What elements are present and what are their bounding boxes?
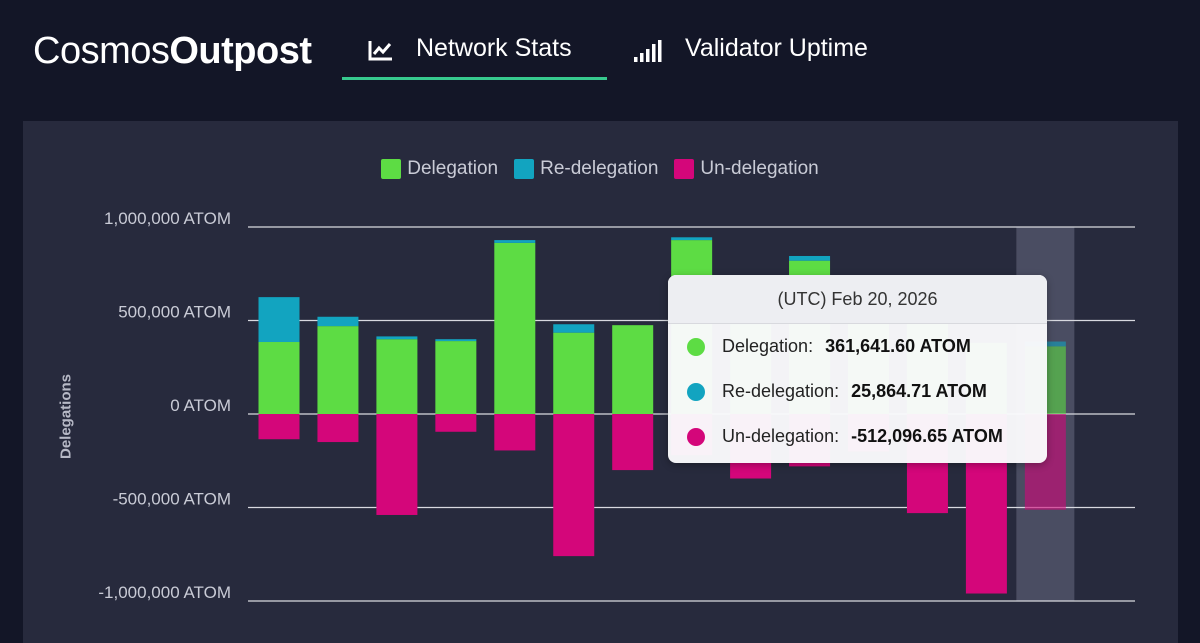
legend-swatch-redelegation xyxy=(514,159,535,179)
bar-redelegation[interactable] xyxy=(376,336,418,340)
tooltip-value-delegation: 361,641.60 ATOM xyxy=(825,336,971,356)
bar-undelegation[interactable] xyxy=(258,414,300,440)
signal-bars-icon xyxy=(634,40,662,62)
bar-undelegation[interactable] xyxy=(612,414,654,471)
legend-redelegation[interactable]: Re-delegation xyxy=(514,158,658,180)
y-tick-label: 0 ATOM xyxy=(170,396,231,415)
legend-delegation[interactable]: Delegation xyxy=(381,158,498,180)
bar-redelegation[interactable] xyxy=(435,339,477,342)
bar-delegation[interactable] xyxy=(553,332,595,414)
bar-redelegation[interactable] xyxy=(258,297,300,343)
tooltip-label-undelegation: Un-delegation: xyxy=(722,426,840,446)
tooltip-row-delegation: Delegation: 361,641.60 ATOM xyxy=(668,324,1047,369)
y-tick-label: 1,000,000 ATOM xyxy=(104,209,231,228)
line-chart-icon xyxy=(368,41,392,61)
tab-validator-uptime[interactable]: Validator Uptime xyxy=(633,34,868,80)
tooltip-value-redelegation: 25,864.71 ATOM xyxy=(851,381,987,401)
tooltip-dot-delegation xyxy=(687,337,705,356)
y-tick-label: -500,000 ATOM xyxy=(113,490,231,509)
tab-network-stats[interactable]: Network Stats xyxy=(342,34,607,80)
tooltip-label-redelegation: Re-delegation: xyxy=(722,381,840,401)
chart-tooltip: (UTC) Feb 20, 2026 Delegation: 361,641.6… xyxy=(668,275,1047,463)
bar-delegation[interactable] xyxy=(258,342,300,414)
bar-delegation[interactable] xyxy=(612,325,654,414)
top-nav: CosmosOutpost Network Stats Validator Up… xyxy=(0,0,1200,110)
chart-legend: Delegation Re-delegation Un-delegation xyxy=(0,158,1200,180)
legend-label-undelegation: Un-delegation xyxy=(700,158,819,179)
y-tick-label: -1,000,000 ATOM xyxy=(98,583,231,602)
bar-undelegation[interactable] xyxy=(376,414,418,515)
bar-undelegation[interactable] xyxy=(553,414,595,557)
legend-label-delegation: Delegation xyxy=(407,158,499,179)
bar-redelegation[interactable] xyxy=(789,255,831,261)
tooltip-row-redelegation: Re-delegation: 25,864.71 ATOM xyxy=(668,369,1047,414)
bar-undelegation[interactable] xyxy=(435,414,477,432)
brand-logo[interactable]: CosmosOutpost xyxy=(33,30,312,72)
bar-delegation[interactable] xyxy=(494,242,536,414)
tooltip-title: (UTC) Feb 20, 2026 xyxy=(668,275,1047,324)
bar-redelegation[interactable] xyxy=(553,324,595,333)
legend-swatch-delegation xyxy=(381,159,402,179)
bar-undelegation[interactable] xyxy=(494,414,536,451)
tooltip-dot-undelegation xyxy=(687,427,705,446)
tab-network-stats-label: Network Stats xyxy=(416,34,572,62)
tooltip-row-undelegation: Un-delegation: -512,096.65 ATOM xyxy=(668,414,1047,459)
legend-label-redelegation: Re-delegation xyxy=(540,158,659,179)
legend-undelegation[interactable]: Un-delegation xyxy=(674,158,819,180)
bar-delegation[interactable] xyxy=(317,326,359,414)
bar-redelegation[interactable] xyxy=(671,237,713,241)
tooltip-label-delegation: Delegation: xyxy=(722,336,814,356)
tooltip-dot-redelegation xyxy=(687,382,705,401)
bar-delegation[interactable] xyxy=(376,339,418,414)
y-tick-label: 500,000 ATOM xyxy=(118,303,231,322)
bar-delegation[interactable] xyxy=(435,341,477,414)
legend-swatch-undelegation xyxy=(674,159,695,179)
tooltip-value-undelegation: -512,096.65 ATOM xyxy=(851,426,1003,446)
bar-undelegation[interactable] xyxy=(317,414,359,443)
bar-redelegation[interactable] xyxy=(494,240,536,243)
tab-validator-uptime-label: Validator Uptime xyxy=(685,34,868,62)
bar-redelegation[interactable] xyxy=(317,316,359,327)
